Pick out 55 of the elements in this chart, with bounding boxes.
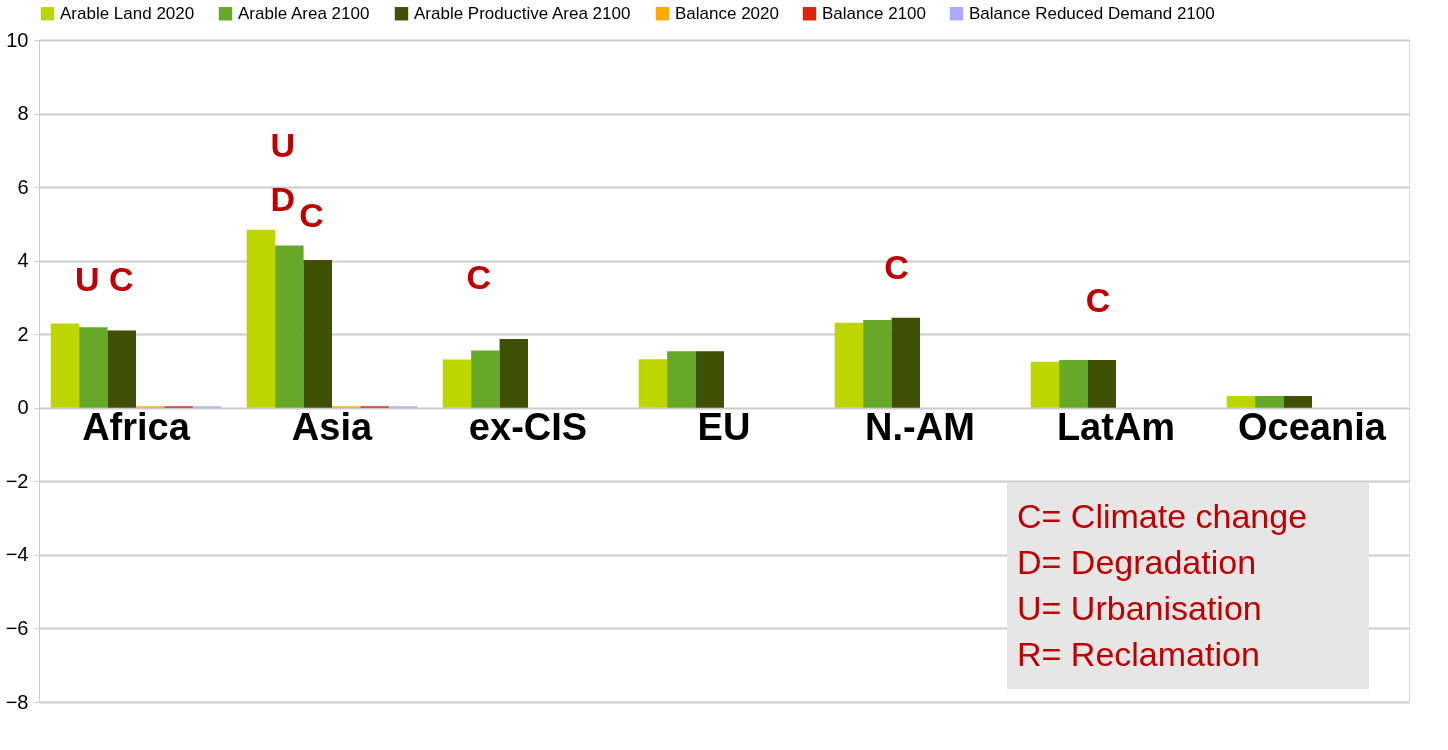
legend-label: Arable Area 2100 xyxy=(238,3,370,23)
bar xyxy=(499,339,529,408)
bar xyxy=(1087,359,1116,408)
y-tick-label: −4 xyxy=(5,543,29,566)
x-tick-label: LatAm xyxy=(1056,406,1176,449)
x-tick-label: EU xyxy=(697,406,751,449)
bar xyxy=(275,245,304,408)
y-tick-label: −2 xyxy=(5,469,29,492)
y-tick-label: 2 xyxy=(17,322,29,345)
bar xyxy=(1059,359,1088,408)
annotation: C= Climate change xyxy=(1017,497,1308,535)
bar xyxy=(471,350,500,408)
y-tick-label: 8 xyxy=(17,102,29,125)
x-tick-label: Asia xyxy=(291,406,373,449)
annotation: D= Degradation xyxy=(1017,543,1257,581)
bar xyxy=(1030,361,1060,408)
x-tick-label: Africa xyxy=(82,406,191,449)
legend-label: Balance 2100 xyxy=(822,3,926,23)
x-tick-label: Oceania xyxy=(1238,406,1387,449)
annotation: C xyxy=(884,248,909,287)
annotation: C xyxy=(299,195,324,234)
bar xyxy=(246,229,276,408)
annotation: U C xyxy=(75,259,134,298)
legend-label: Arable Land 2020 xyxy=(60,3,195,23)
legend-label: Arable Productive Area 2100 xyxy=(414,3,631,23)
bar xyxy=(667,351,696,408)
x-tick-label: ex-CIS xyxy=(468,406,588,449)
bar xyxy=(891,317,920,408)
annotation: R= Reclamation xyxy=(1017,635,1260,673)
annotation: U= Urbanisation xyxy=(1017,589,1262,627)
y-tick-label: 10 xyxy=(6,28,29,51)
bar xyxy=(695,351,724,408)
bar xyxy=(1255,396,1284,408)
legend-label: Balance 2020 xyxy=(675,3,779,23)
bar xyxy=(50,323,80,408)
annotation: C xyxy=(1085,281,1111,320)
bar xyxy=(303,259,333,408)
y-tick-label: 6 xyxy=(17,175,29,198)
y-tick-label: −8 xyxy=(5,690,29,713)
legend-label: Balance Reduced Demand 2100 xyxy=(969,3,1215,23)
bar xyxy=(1283,396,1312,408)
bar xyxy=(834,322,864,408)
bar xyxy=(638,359,668,408)
bar xyxy=(442,359,472,408)
annotation: C xyxy=(466,257,492,296)
bar xyxy=(1226,396,1256,408)
y-tick-label: 0 xyxy=(17,396,29,419)
bar xyxy=(863,319,892,408)
bar xyxy=(107,330,137,408)
y-tick-label: 4 xyxy=(17,249,29,272)
y-tick-label: −6 xyxy=(5,616,29,639)
x-tick-label: N.-AM xyxy=(865,406,975,449)
bar xyxy=(79,327,108,408)
annotation: U xyxy=(270,126,296,165)
annotation: D xyxy=(270,179,296,218)
